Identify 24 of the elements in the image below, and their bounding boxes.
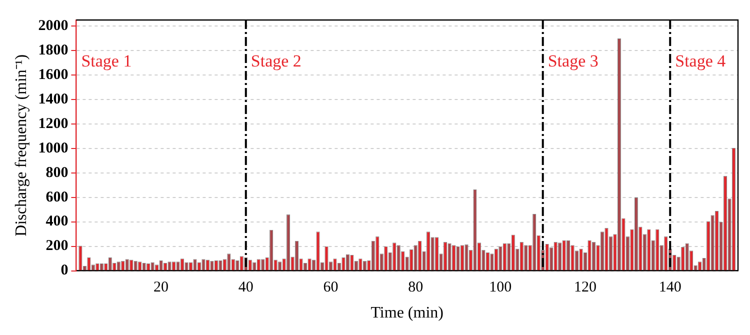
x-tick-label: 140 (658, 280, 682, 296)
x-tick-label: 60 (323, 280, 338, 296)
y-tick-label: 400 (46, 214, 68, 230)
y-tick-label: 1600 (38, 66, 68, 83)
x-tick-label: 120 (574, 280, 597, 296)
y-tick-label: 600 (46, 189, 68, 206)
y-tick-label: 1800 (38, 42, 68, 58)
y-tick-label: 1400 (38, 91, 68, 108)
y-tick-label: 2000 (38, 18, 68, 34)
y-tick-label: 1000 (38, 140, 68, 156)
y-tick-label: 1200 (38, 116, 68, 132)
ref-line-label: Stage 2 (250, 51, 302, 70)
x-tick-label: 40 (238, 280, 254, 296)
y-tick-label: 200 (46, 238, 68, 254)
x-tick-label: 80 (408, 280, 424, 296)
x-tick-label: 20 (154, 280, 169, 296)
ref-line-label: Stage 3 (548, 51, 598, 70)
annotation: Stage 1 (81, 51, 132, 70)
ref-line-label: Stage 4 (675, 51, 726, 70)
y-axis-title: Discharge frequency (min⁻¹) (12, 54, 30, 236)
y-tick-label: 800 (46, 164, 68, 181)
x-axis-title: Time (min) (370, 304, 444, 322)
y-tick-label: 0 (60, 262, 68, 279)
x-tick-label: 100 (489, 280, 512, 296)
